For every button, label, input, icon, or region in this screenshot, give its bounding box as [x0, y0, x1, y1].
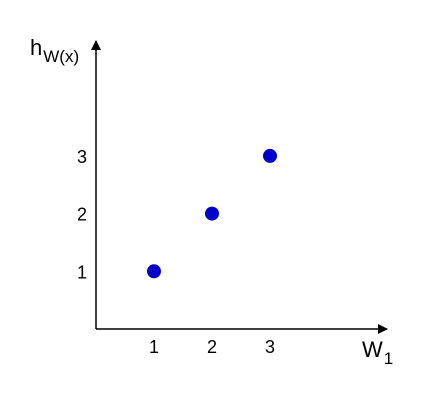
y-axis-label-subscript: W(x) [43, 47, 79, 66]
y-axis-label-main: h [30, 35, 42, 60]
axes [91, 40, 388, 334]
y-tick-label: 2 [77, 205, 87, 225]
x-tick-label: 3 [265, 337, 275, 357]
y-tick-label: 1 [77, 262, 87, 282]
x-axis-label-subscript: 1 [384, 349, 393, 368]
data-point [205, 206, 219, 221]
y-axis-label: hW(x) [30, 35, 79, 66]
x-tick-label: 1 [149, 337, 159, 357]
x-axis-label-main: W [362, 337, 383, 362]
tick-labels: 1 2 3 1 2 3 [77, 147, 275, 357]
data-point [263, 148, 277, 163]
data-points [147, 148, 277, 279]
x-tick-label: 2 [207, 337, 217, 357]
x-axis-label: W1 [362, 337, 393, 368]
y-tick-label: 3 [77, 147, 87, 167]
data-point [147, 264, 161, 279]
